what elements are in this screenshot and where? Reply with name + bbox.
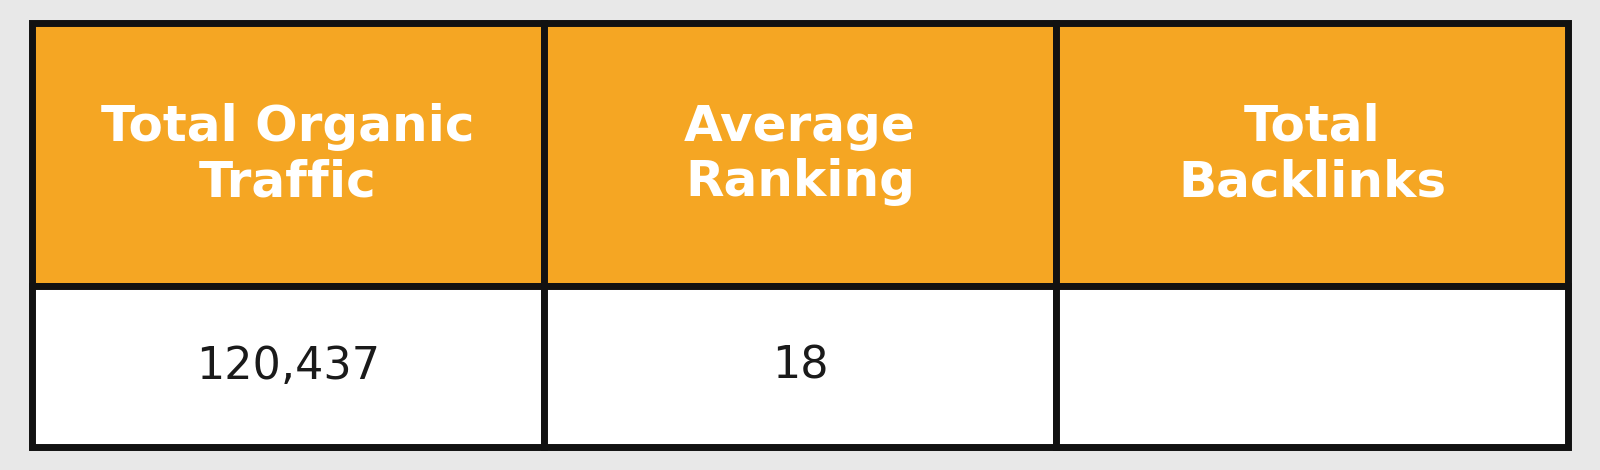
Bar: [32, 24, 544, 286]
Text: Total Organic
Traffic: Total Organic Traffic: [101, 103, 475, 206]
Bar: [1056, 286, 1568, 446]
Text: 18: 18: [771, 345, 829, 388]
Text: Total
Backlinks: Total Backlinks: [1178, 103, 1446, 206]
Text: 120,437: 120,437: [195, 345, 381, 388]
Bar: [32, 286, 544, 446]
Bar: [544, 286, 1056, 446]
Bar: [544, 24, 1056, 286]
Bar: [1056, 24, 1568, 286]
Text: Average
Ranking: Average Ranking: [685, 103, 915, 206]
